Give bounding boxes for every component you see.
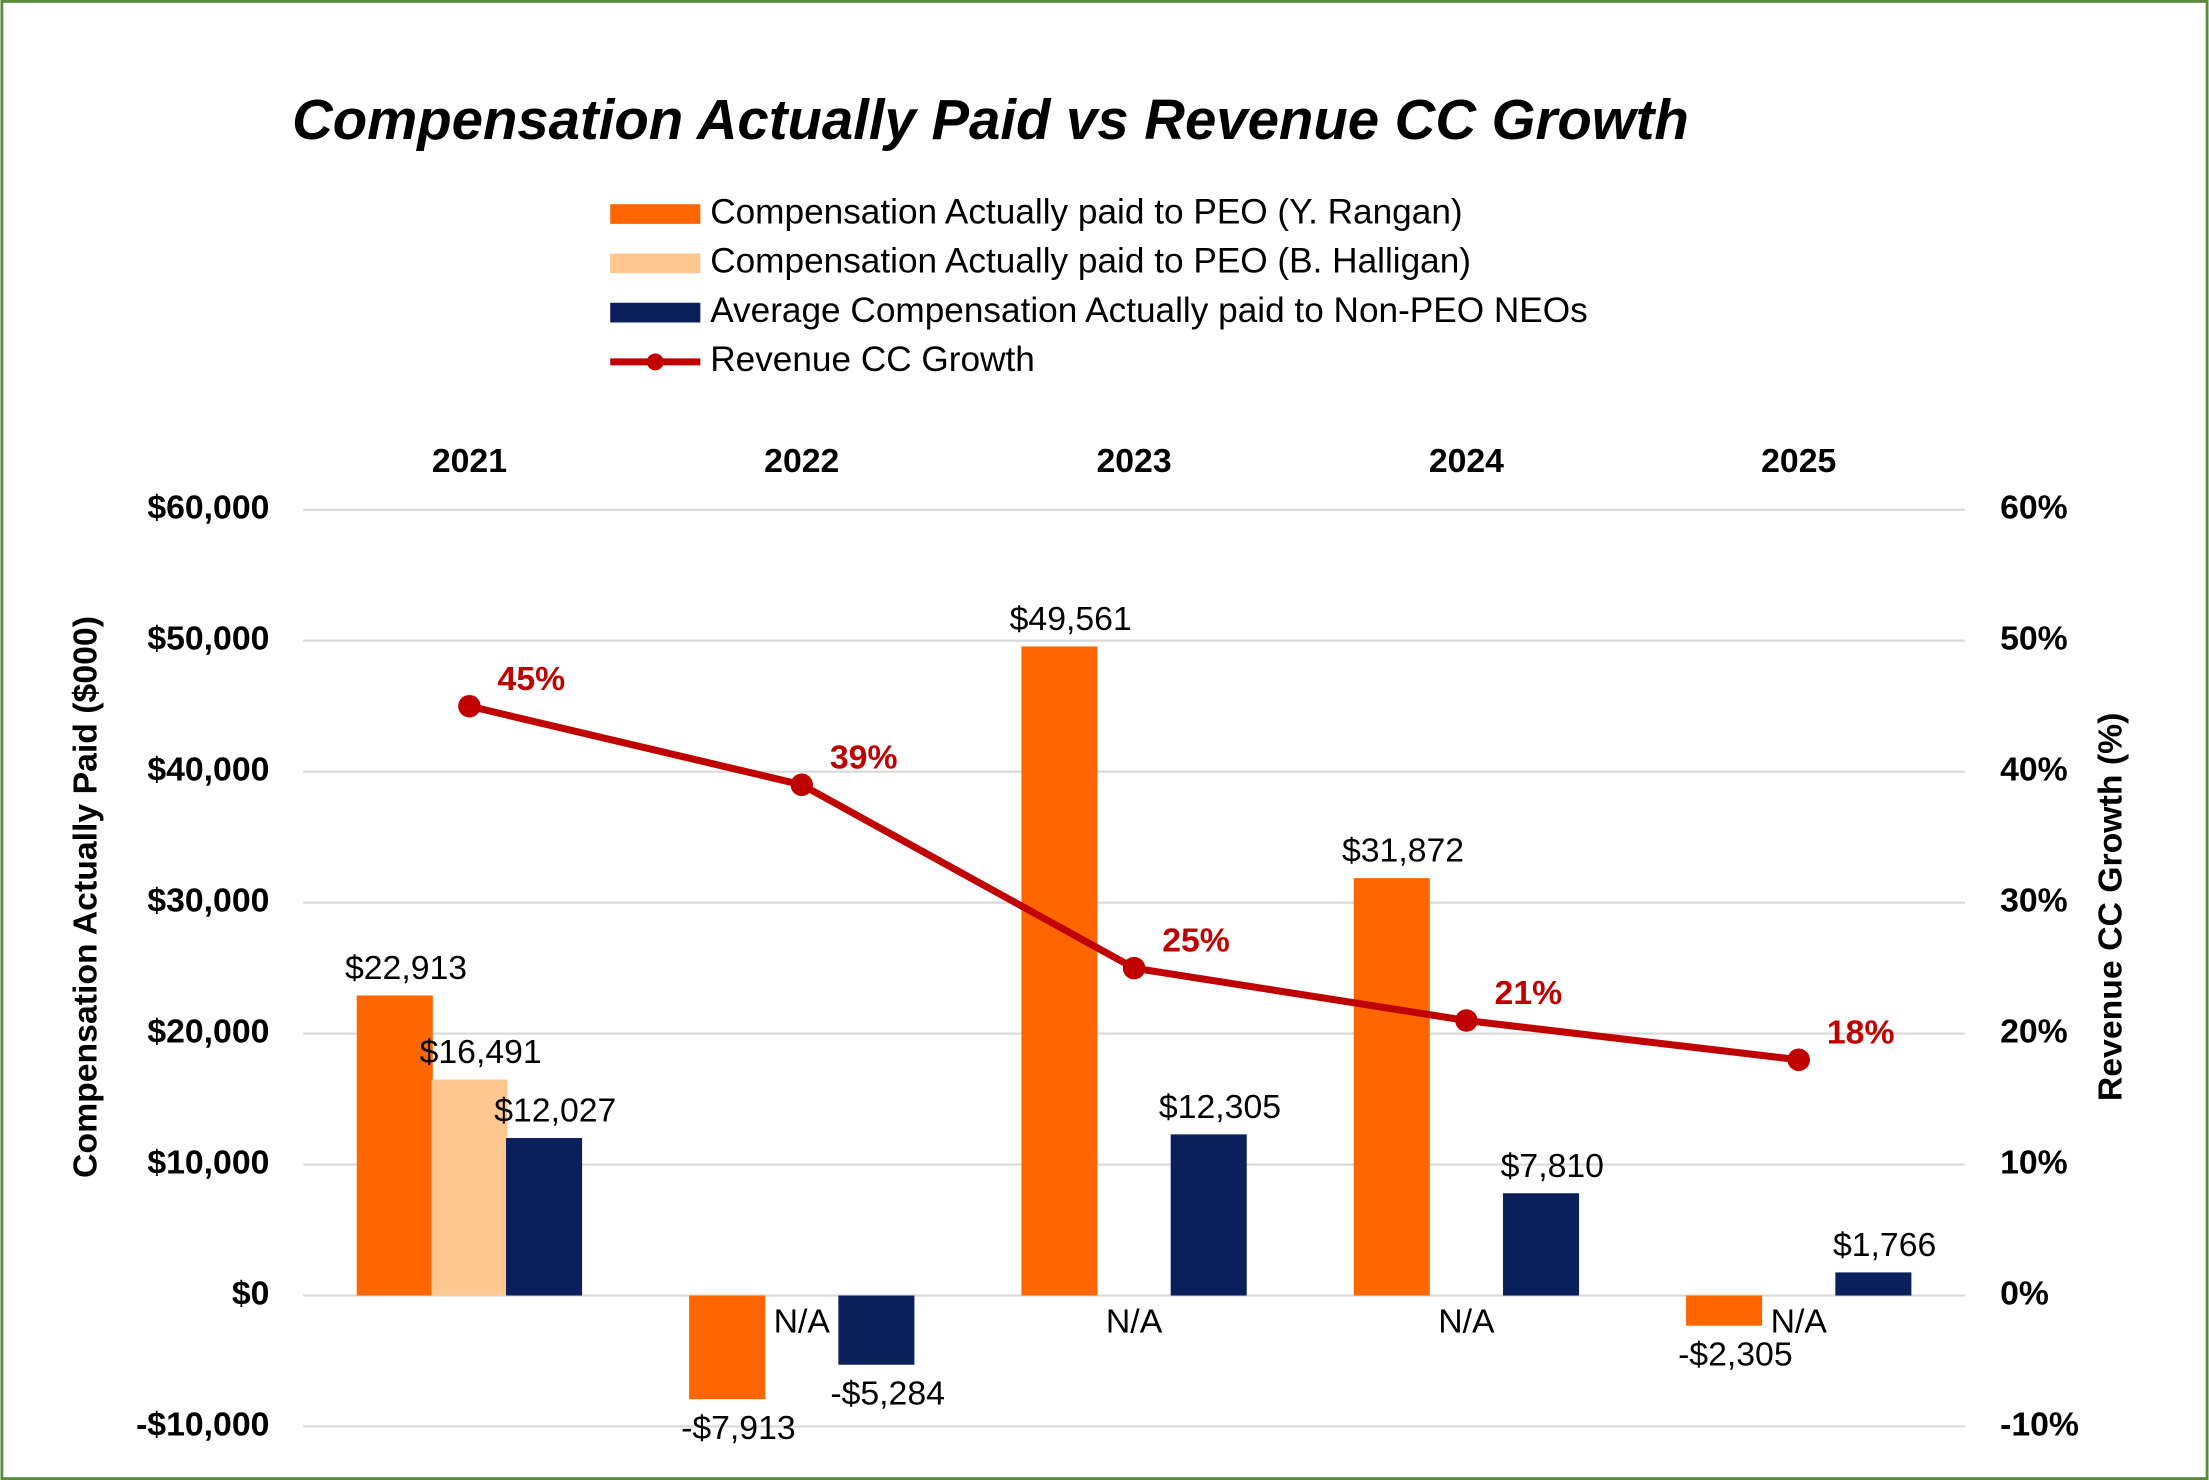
legend-label: Average Compensation Actually paid to No… xyxy=(710,291,1588,330)
x-tick-label: 2022 xyxy=(764,442,839,480)
data-label: $22,913 xyxy=(345,949,467,987)
data-label: $12,305 xyxy=(1159,1088,1281,1126)
data-label: 39% xyxy=(830,738,898,776)
bar xyxy=(1170,1134,1247,1296)
data-label: 45% xyxy=(498,660,566,698)
data-label: N/A xyxy=(774,1303,831,1341)
y-tick-label: $10,000 xyxy=(147,1143,269,1181)
legend-swatch xyxy=(610,302,701,323)
legend-swatch xyxy=(646,353,664,371)
line-point xyxy=(1455,1009,1478,1032)
bar xyxy=(506,1138,583,1296)
data-label: N/A xyxy=(1438,1303,1495,1341)
line-point xyxy=(458,694,481,718)
y-axis-title: Compensation Actually Paid ($000) xyxy=(67,616,105,1178)
x-tick-label: 2025 xyxy=(1761,442,1836,480)
y-tick-label: -$10,000 xyxy=(136,1405,269,1443)
data-label: $31,872 xyxy=(1342,832,1464,870)
y2-tick-label: 20% xyxy=(2000,1013,2068,1051)
y2-tick-label: 50% xyxy=(2000,620,2068,658)
data-label: $7,810 xyxy=(1501,1147,1604,1185)
legend-swatch xyxy=(610,204,701,224)
data-label: $16,491 xyxy=(420,1033,542,1071)
data-label: $1,766 xyxy=(1833,1226,1936,1264)
data-label: -$2,305 xyxy=(1678,1336,1793,1374)
y2-tick-label: 0% xyxy=(2000,1274,2049,1312)
y2-tick-label: 10% xyxy=(2000,1143,2068,1181)
line-point xyxy=(1787,1048,1810,1072)
line-point xyxy=(1122,956,1146,980)
y2-axis-title: Revenue CC Growth (%) xyxy=(2092,713,2130,1102)
y2-tick-label: 30% xyxy=(2000,882,2068,920)
legend-swatch xyxy=(610,253,701,274)
data-label: 18% xyxy=(1827,1013,1895,1051)
legend-label: Revenue CC Growth xyxy=(710,340,1035,379)
data-label: -$7,913 xyxy=(681,1409,796,1447)
data-label: $12,027 xyxy=(494,1092,616,1130)
y2-tick-label: 60% xyxy=(2000,489,2068,527)
bar xyxy=(689,1295,766,1400)
bar xyxy=(1503,1193,1580,1296)
x-tick-label: 2023 xyxy=(1096,442,1171,480)
data-label: $49,561 xyxy=(1010,600,1132,638)
bar xyxy=(1835,1272,1912,1296)
bar xyxy=(1686,1295,1763,1326)
data-label: -$5,284 xyxy=(830,1375,945,1413)
bar xyxy=(431,1079,508,1296)
y2-tick-label: -10% xyxy=(2000,1405,2079,1443)
y2-tick-label: 40% xyxy=(2000,751,2068,789)
legend-label: Compensation Actually paid to PEO (B. Ha… xyxy=(710,242,1471,281)
bar xyxy=(1353,878,1430,1296)
x-tick-label: 2021 xyxy=(432,442,507,480)
data-label: 21% xyxy=(1495,974,1563,1012)
y-tick-label: $40,000 xyxy=(147,751,269,789)
chart-title: Compensation Actually Paid vs Revenue CC… xyxy=(292,88,1689,151)
y-tick-label: $20,000 xyxy=(147,1013,269,1051)
data-label: N/A xyxy=(1771,1303,1828,1341)
legend-label: Compensation Actually paid to PEO (Y. Ra… xyxy=(710,192,1462,231)
line-point xyxy=(790,773,814,797)
bar xyxy=(356,995,433,1296)
bar xyxy=(838,1295,915,1365)
y-tick-label: $0 xyxy=(232,1274,270,1312)
y-tick-label: $30,000 xyxy=(147,882,269,920)
y-tick-label: $60,000 xyxy=(147,489,269,527)
y-tick-label: $50,000 xyxy=(147,620,269,658)
data-label: 25% xyxy=(1162,922,1230,960)
bar xyxy=(1021,646,1098,1296)
x-tick-label: 2024 xyxy=(1429,442,1504,480)
data-label: N/A xyxy=(1106,1303,1163,1341)
